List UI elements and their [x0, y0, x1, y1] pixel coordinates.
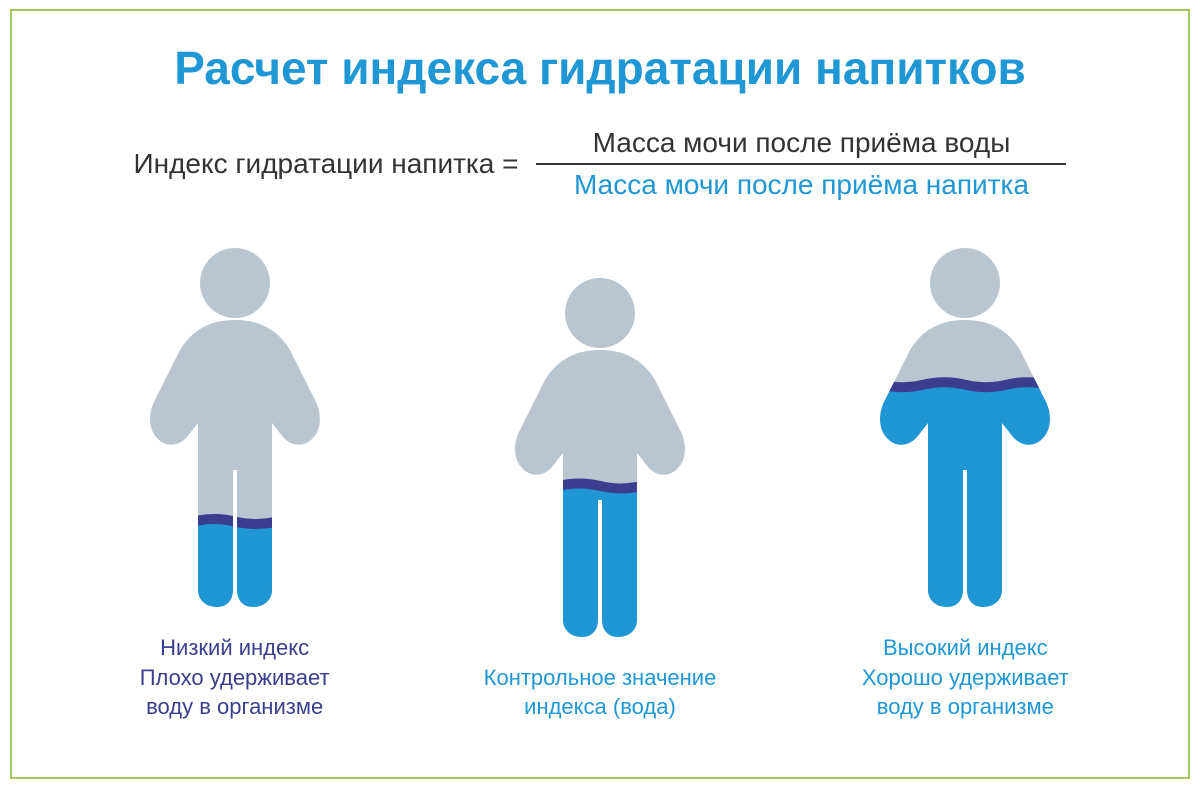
person-icon-control: [485, 265, 715, 645]
formula-numerator: Масса мочи после приёма воды: [587, 123, 1017, 163]
formula-fraction: Масса мочи после приёма воды Масса мочи …: [536, 123, 1066, 205]
person-icon-high: [850, 235, 1080, 615]
caption-low: Низкий индекс Плохо удерживает воду в ор…: [140, 633, 330, 722]
caption-control: Контрольное значение индекса (вода): [484, 663, 717, 722]
formula: Индекс гидратации напитка = Масса мочи п…: [52, 123, 1148, 205]
figure-control: Контрольное значение индекса (вода): [440, 265, 760, 722]
formula-lhs: Индекс гидратации напитка =: [134, 148, 519, 180]
infographic-frame: Расчет индекса гидратации напитков Индек…: [10, 9, 1190, 779]
figure-high: Высокий индекс Хорошо удерживает воду в …: [805, 235, 1125, 722]
formula-denominator: Масса мочи после приёма напитка: [568, 165, 1035, 205]
figures-row: Низкий индекс Плохо удерживает воду в ор…: [52, 235, 1148, 722]
person-icon-low: [120, 235, 350, 615]
figure-low: Низкий индекс Плохо удерживает воду в ор…: [75, 235, 395, 722]
main-title: Расчет индекса гидратации напитков: [52, 41, 1148, 95]
caption-high: Высокий индекс Хорошо удерживает воду в …: [862, 633, 1069, 722]
